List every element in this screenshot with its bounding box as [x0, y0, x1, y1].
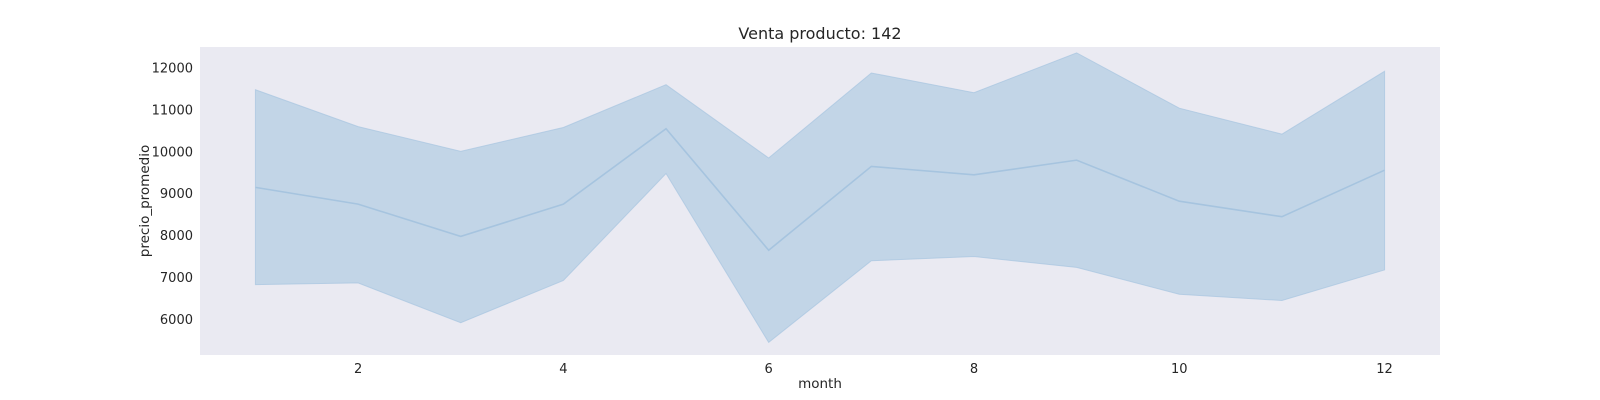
x-tick-label: 6 — [765, 362, 773, 377]
data-point — [1076, 159, 1078, 161]
data-point — [870, 165, 872, 167]
data-point — [1281, 216, 1283, 218]
series-line — [255, 127, 1385, 252]
data-point — [1178, 200, 1180, 202]
y-tick-label: 11000 — [152, 103, 193, 118]
x-tick-label: 12 — [1376, 362, 1393, 377]
data-point — [460, 235, 462, 237]
data-point — [357, 203, 359, 205]
data-point — [768, 249, 770, 251]
y-tick-label: 12000 — [152, 61, 193, 76]
data-point — [665, 128, 667, 130]
data-point — [562, 203, 564, 205]
x-tick-label: 4 — [559, 362, 567, 377]
x-axis-label: month — [798, 376, 842, 392]
y-tick-label: 9000 — [160, 187, 193, 202]
x-tick-label: 8 — [970, 362, 978, 377]
x-tick-label: 2 — [354, 362, 362, 377]
data-point — [973, 174, 975, 176]
y-axis-label: precio_promedio — [137, 145, 153, 257]
x-tick-label: 10 — [1171, 362, 1188, 377]
chart-title: Venta producto: 142 — [738, 24, 901, 43]
y-tick-label: 8000 — [160, 229, 193, 244]
y-tick-label: 7000 — [160, 271, 193, 286]
data-point — [1384, 169, 1386, 171]
confidence-band — [254, 52, 1386, 344]
y-tick-label: 10000 — [152, 145, 193, 160]
y-tick-label: 6000 — [160, 313, 193, 328]
data-point — [254, 186, 256, 188]
